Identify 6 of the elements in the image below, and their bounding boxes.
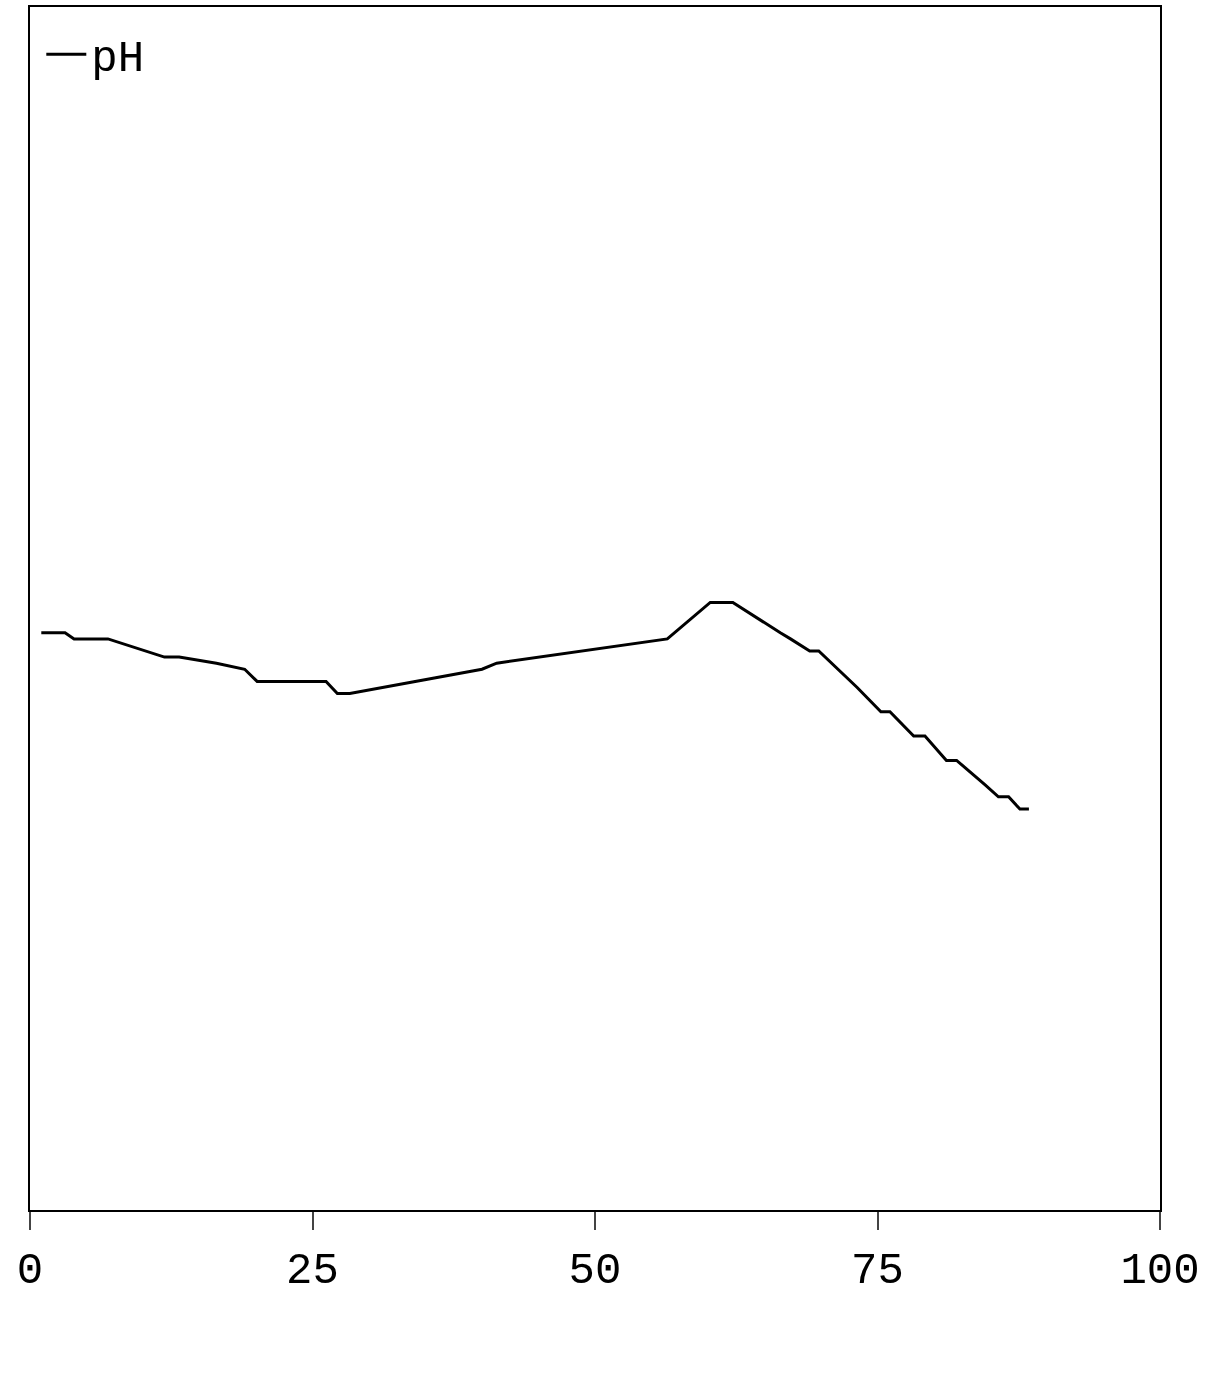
x-tick-label: 75 [851, 1245, 904, 1296]
x-tick-label: 50 [568, 1245, 622, 1296]
x-tick-label: 100 [1120, 1245, 1200, 1296]
x-tick-label: 25 [286, 1245, 339, 1296]
x-tick-label: 0 [16, 1245, 44, 1296]
legend-label: pH [91, 34, 145, 85]
